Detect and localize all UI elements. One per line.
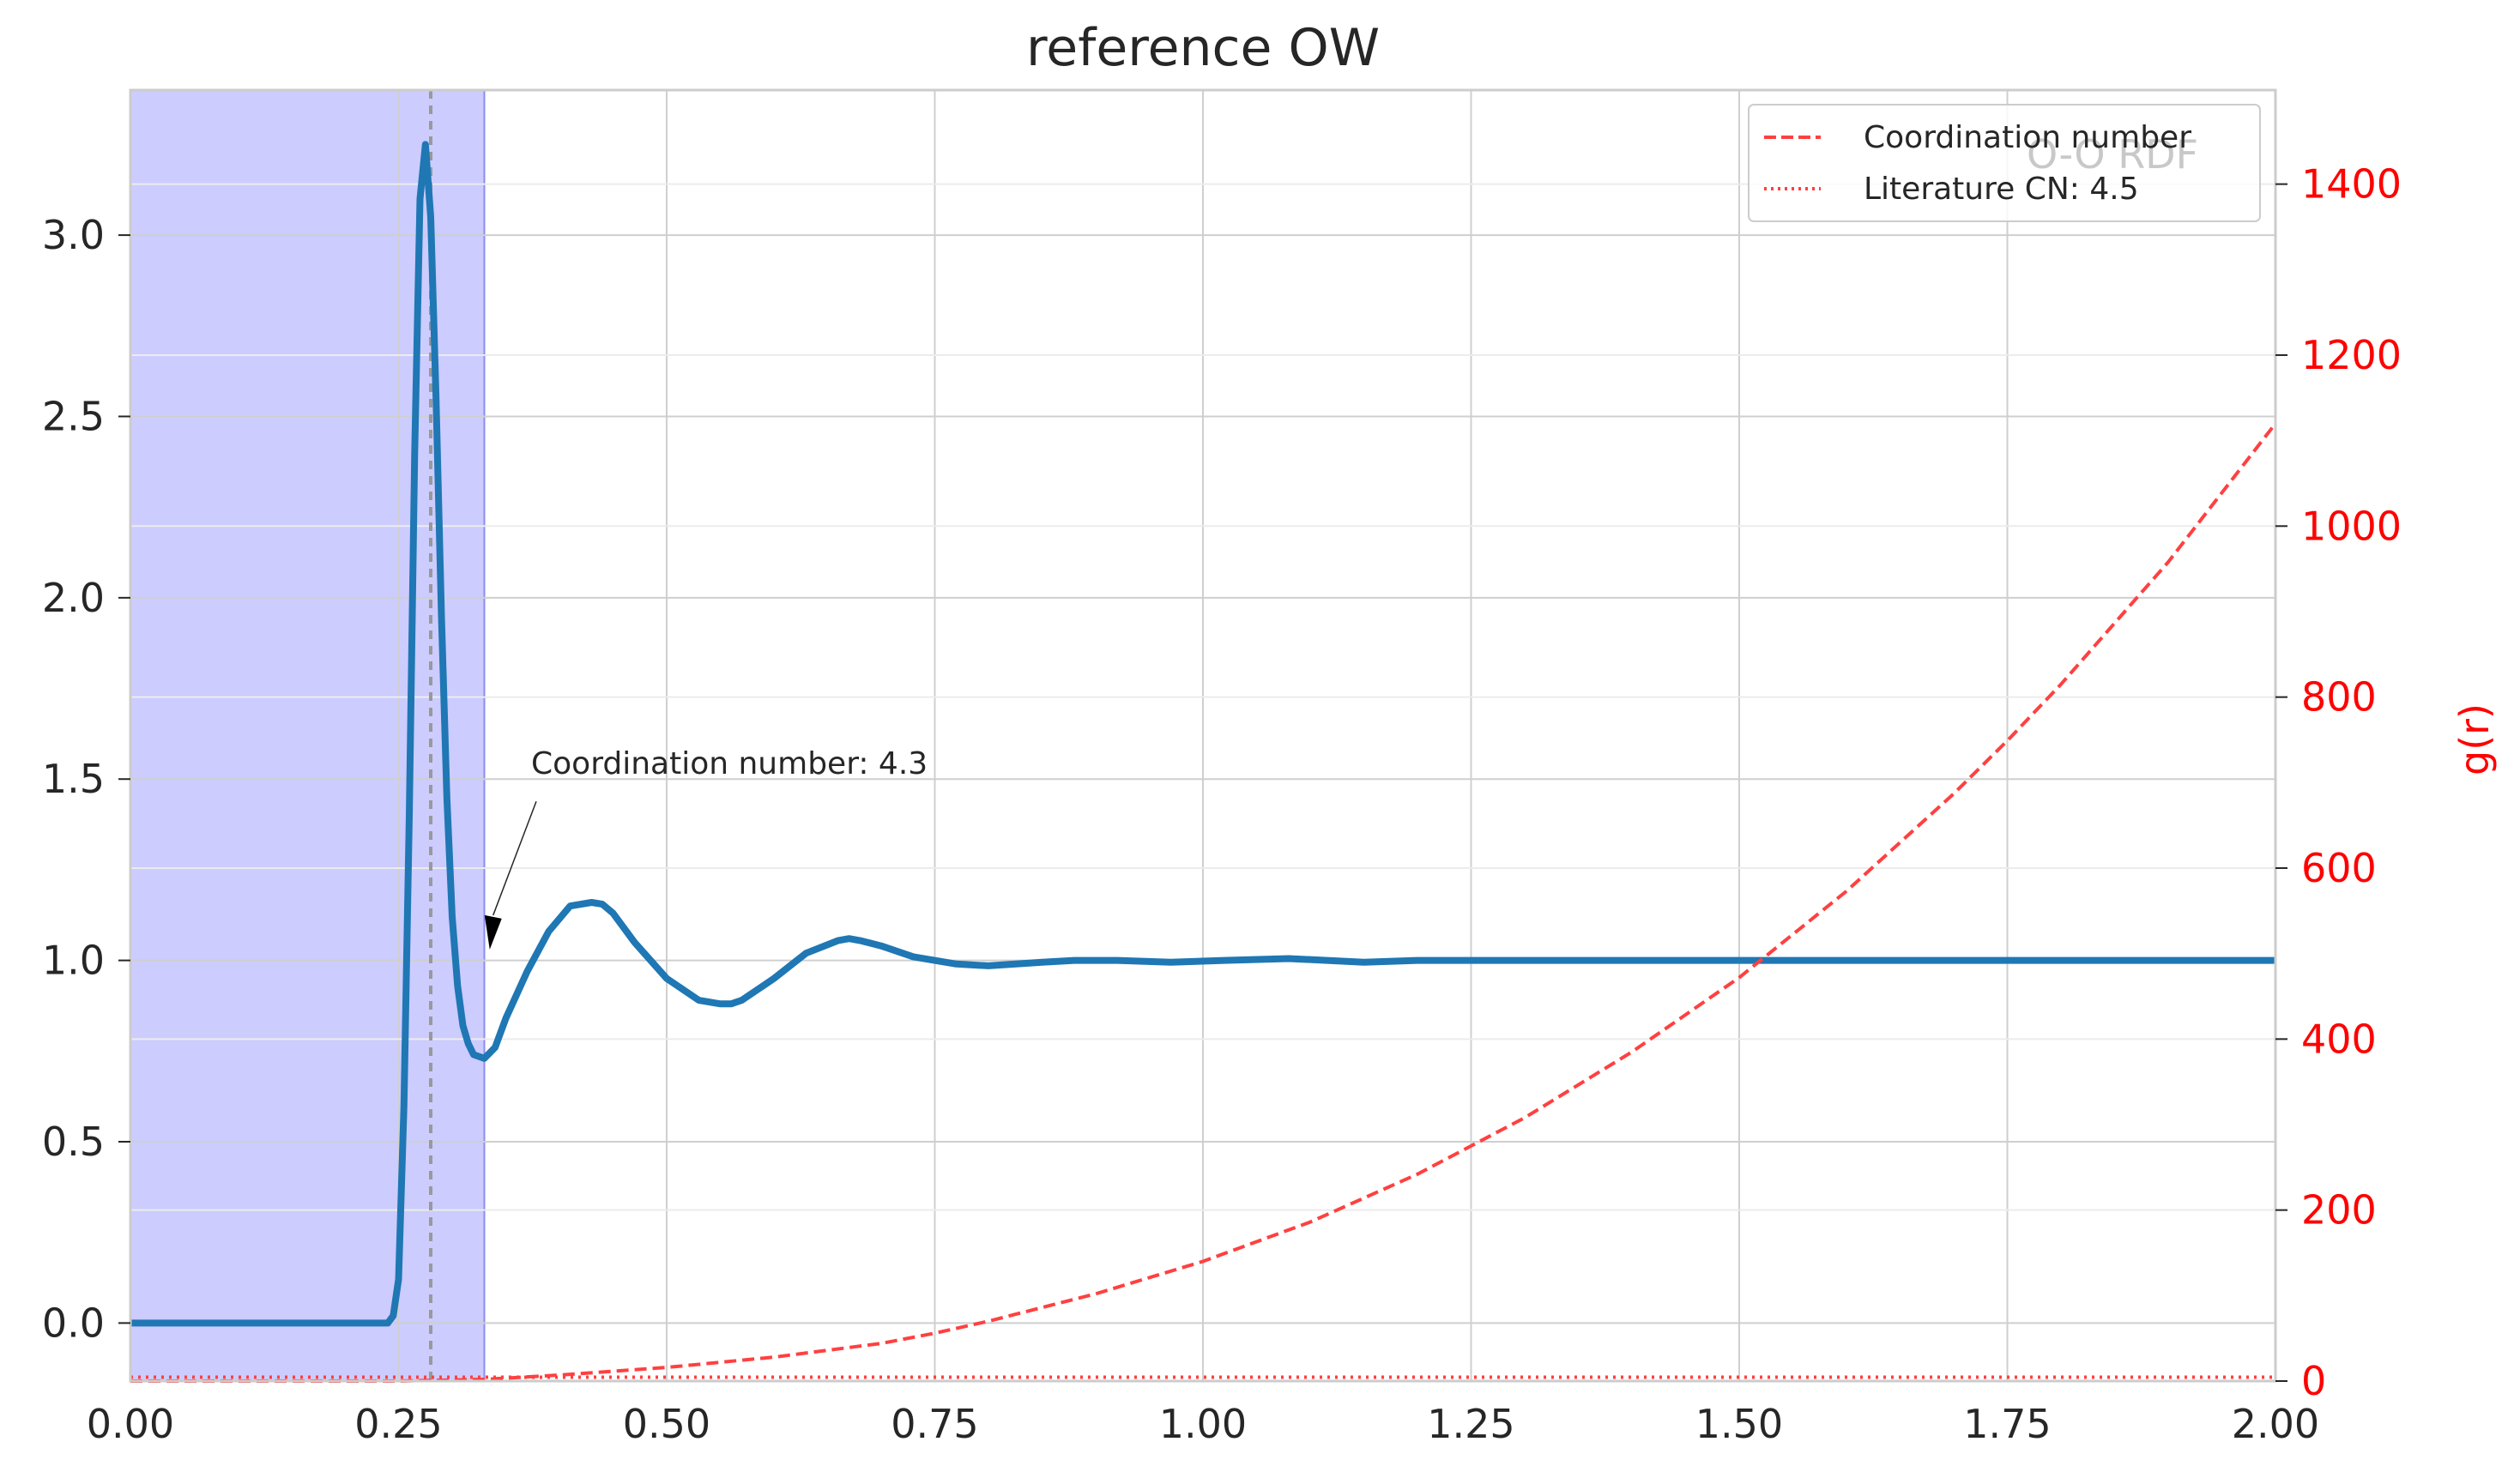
left-y-tick-label: 3.0: [42, 212, 105, 258]
left-y-tick-label: 1.0: [42, 938, 105, 984]
right-y-tick-label: 200: [2301, 1187, 2377, 1234]
plot-border: [129, 88, 2277, 1383]
first-shell-region: [130, 90, 485, 1381]
right-y-tick-label: 600: [2301, 845, 2377, 891]
right-y-tick-label: 400: [2301, 1016, 2377, 1062]
right-y-axis-label: g(r): [2451, 703, 2498, 775]
x-tick-label: 0.50: [623, 1401, 710, 1447]
x-tick-label: 1.75: [1963, 1401, 2051, 1447]
left-y-tick-label: 2.5: [42, 393, 105, 439]
right-y-tick-label: 0: [2301, 1358, 2326, 1404]
axes-frame: [129, 88, 2277, 1383]
right-y-tick-label: 800: [2301, 674, 2377, 721]
legend-ghost-label: O-O RDF: [2027, 131, 2198, 178]
left-y-tick-label: 0.0: [42, 1300, 105, 1346]
x-tick-label: 2.00: [2232, 1401, 2319, 1447]
left-y-tick-label: 0.5: [42, 1119, 105, 1165]
right-y-tick-label: 1200: [2301, 332, 2402, 378]
annotation-arrow-head: [484, 914, 502, 950]
series-layer: [130, 141, 2277, 1383]
annotation-text: Coordination number: 4.3: [531, 746, 928, 781]
annotation-arrow-shaft: [493, 800, 537, 916]
x-tick-label: 0.75: [891, 1401, 978, 1447]
x-tick-label: 0.00: [87, 1401, 174, 1447]
x-tick-label: 1.25: [1427, 1401, 1514, 1447]
right-y-tick-label: 1000: [2301, 503, 2402, 549]
legend-label-coordination-number: Coordination number: [1864, 120, 2191, 155]
x-tick-label: 0.25: [354, 1401, 442, 1447]
legend: O-O RDF Coordination number Literature C…: [1748, 104, 2261, 222]
x-tick-labels: 0.00 0.25 0.50 0.75 1.00 1.25 1.50 1.75 2.00: [87, 1401, 2319, 1447]
right-y-tick-label: 1400: [2301, 161, 2402, 208]
legend-box: [1748, 104, 2261, 222]
right-y-tick-labels: 0 200 400 600 800 1000 1200 1400: [2275, 161, 2402, 1404]
series-line-0: [130, 141, 2275, 1327]
left-y-tick-labels: 0.0 0.5 1.0 1.5 2.0 2.5 3.0: [42, 212, 130, 1346]
shaded-region-layer: [130, 90, 486, 1381]
left-y-tick-label: 2.0: [42, 575, 105, 621]
x-tick-label: 1.00: [1159, 1401, 1247, 1447]
chart-title: reference OW: [1026, 18, 1380, 78]
x-tick-label: 1.50: [1695, 1401, 1783, 1447]
left-y-tick-label: 1.5: [42, 756, 105, 802]
annotation: Coordination number: 4.3: [484, 746, 928, 950]
legend-label-literature-cn: Literature CN: 4.5: [1864, 172, 2139, 207]
series-line-1: [130, 422, 2277, 1383]
